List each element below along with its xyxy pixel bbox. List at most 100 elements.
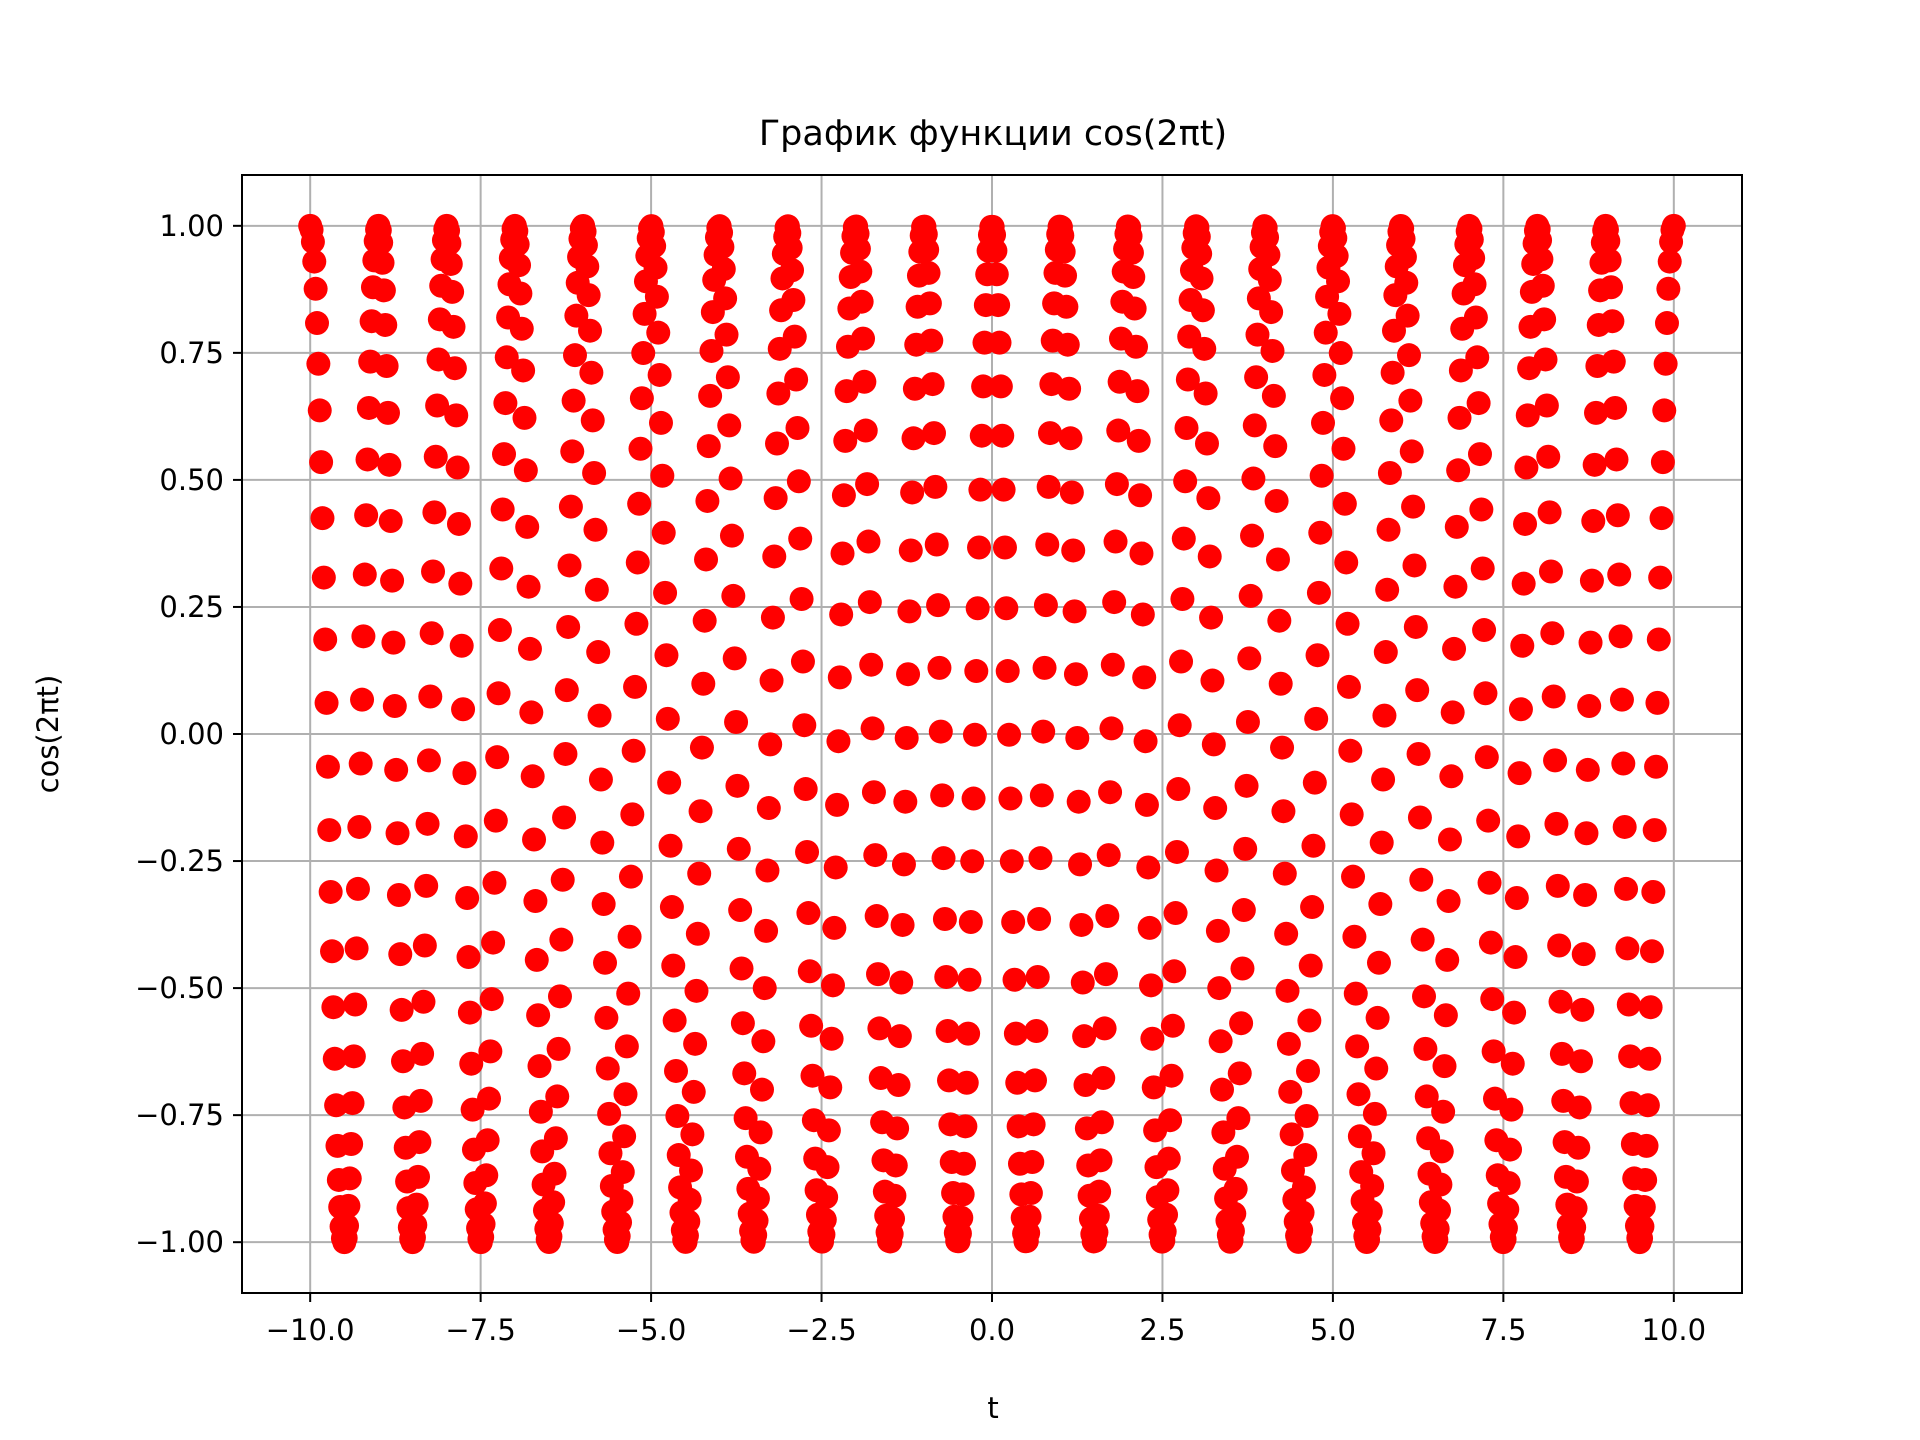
data-point: [1270, 735, 1295, 760]
data-point: [890, 912, 915, 937]
data-point: [1126, 428, 1151, 453]
data-point: [1500, 1051, 1525, 1076]
data-point: [1204, 858, 1229, 883]
data-point: [1470, 556, 1495, 581]
data-point: [557, 553, 582, 578]
data-point: [1548, 989, 1573, 1014]
data-point: [800, 1063, 825, 1088]
data-point: [1166, 777, 1191, 802]
data-point: [378, 509, 403, 534]
data-point: [799, 1013, 824, 1038]
data-point: [507, 253, 532, 278]
data-point: [1189, 266, 1214, 291]
data-point: [891, 852, 916, 877]
data-point: [1121, 265, 1146, 290]
data-point: [1375, 577, 1400, 602]
data-point: [1256, 242, 1281, 267]
data-point: [681, 1079, 706, 1104]
data-point: [1334, 550, 1359, 575]
data-point: [628, 436, 653, 461]
data-point: [916, 260, 941, 285]
data-point: [812, 1207, 837, 1232]
data-point: [1092, 1016, 1117, 1041]
data-point: [1413, 1036, 1438, 1061]
data-point: [546, 1036, 571, 1061]
data-point: [1233, 836, 1258, 861]
data-point: [421, 559, 446, 584]
data-point: [475, 1128, 500, 1153]
data-point: [661, 953, 686, 978]
data-point: [643, 255, 668, 280]
data-point: [1324, 243, 1349, 268]
data-point: [935, 1019, 960, 1044]
data-point: [664, 1058, 688, 1083]
data-point: [650, 463, 675, 488]
data-point: [820, 973, 845, 998]
data-point: [508, 281, 533, 306]
data-point: [1164, 839, 1189, 864]
data-point: [1570, 997, 1595, 1022]
data-point: [597, 1101, 622, 1126]
data-point: [755, 858, 780, 883]
data-point: [1414, 1084, 1439, 1109]
data-point: [1661, 213, 1686, 238]
data-point: [1508, 697, 1533, 722]
data-point: [766, 381, 791, 406]
data-point: [1203, 796, 1228, 821]
data-point: [303, 276, 328, 301]
data-point: [1272, 861, 1297, 886]
data-point: [523, 889, 548, 914]
data-point: [1503, 945, 1528, 970]
data-point: [545, 1084, 570, 1109]
data-point: [404, 1192, 429, 1217]
data-point: [778, 235, 803, 260]
data-point: [1439, 764, 1464, 789]
data-point: [519, 700, 544, 725]
data-point: [573, 233, 598, 258]
data-point: [1481, 1039, 1506, 1064]
data-point: [823, 855, 848, 880]
data-point: [1638, 995, 1663, 1020]
data-point: [422, 500, 447, 525]
data-point: [1268, 671, 1293, 696]
data-point: [1278, 1079, 1303, 1104]
y-tick-label: −0.50: [135, 971, 224, 1005]
data-point: [920, 372, 945, 397]
data-point: [1368, 892, 1393, 917]
y-tick-label: 0.00: [159, 717, 224, 751]
data-point: [1432, 1054, 1457, 1079]
data-point: [785, 415, 810, 440]
data-point: [683, 1031, 708, 1056]
data-point: [1065, 726, 1090, 750]
data-point: [311, 565, 336, 590]
data-point: [1469, 497, 1494, 522]
data-point: [1358, 1199, 1383, 1224]
data-point: [448, 571, 473, 596]
data-point: [1540, 621, 1565, 646]
data-point: [1498, 1137, 1523, 1162]
data-point: [717, 413, 742, 438]
data-point: [1197, 544, 1222, 569]
data-point: [1641, 879, 1666, 904]
data-point: [1425, 1216, 1450, 1241]
data-point: [1573, 882, 1598, 907]
data-point: [1020, 1150, 1045, 1175]
data-point: [1174, 415, 1199, 440]
data-point: [1201, 732, 1226, 757]
data-point: [408, 1088, 433, 1113]
data-point: [407, 1130, 432, 1155]
data-point: [687, 861, 712, 886]
data-point: [729, 956, 754, 981]
data-point: [1053, 263, 1078, 288]
data-point: [1038, 421, 1063, 446]
data-point: [1106, 418, 1131, 443]
data-point: [1564, 1169, 1589, 1194]
data-point: [1001, 910, 1026, 934]
data-point: [477, 1086, 501, 1111]
data-point: [797, 959, 822, 984]
data-point: [453, 824, 478, 849]
data-point: [1435, 947, 1460, 972]
data-point: [1496, 1171, 1521, 1195]
data-point: [997, 722, 1022, 747]
data-point: [492, 442, 517, 467]
